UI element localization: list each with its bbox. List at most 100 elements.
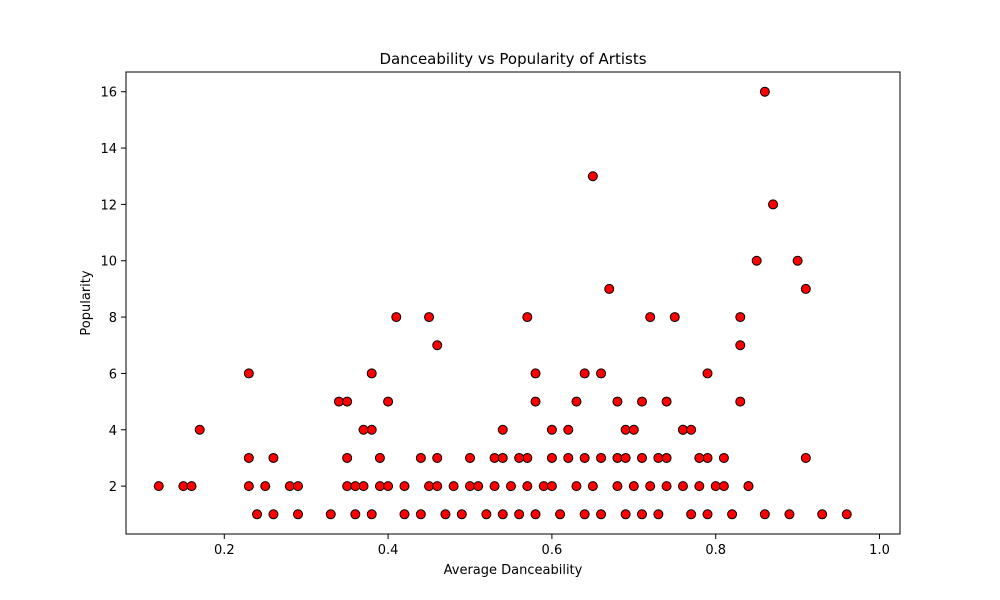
data-point [637,396,647,407]
data-point [702,509,713,520]
data-point [342,481,353,492]
data-point [677,424,688,435]
data-point [522,452,533,463]
y-tick-label: 10 [100,255,117,270]
data-point [661,481,672,492]
x-tick-label: 0.8 [705,543,726,558]
chart-title: Danceability vs Popularity of Artists [379,50,646,68]
data-point [587,171,598,182]
x-tick-label: 0.2 [214,543,235,558]
data-point [514,452,525,463]
data-point [530,396,541,407]
data-point [448,481,459,492]
x-tick-label: 0.6 [542,543,563,558]
data-point [243,368,254,379]
data-point [735,340,746,351]
data-point [628,424,639,435]
data-point [260,481,271,492]
data-point [686,509,697,520]
data-point [841,509,852,520]
data-point [538,481,549,492]
data-point [342,396,353,407]
y-tick-label: 2 [109,480,117,495]
data-point [366,509,377,520]
data-point [399,481,410,492]
data-point [399,509,410,520]
data-point [530,368,541,379]
data-point [432,452,443,463]
data-point [489,481,500,492]
data-point [522,312,533,323]
data-point [710,481,721,492]
data-point [268,509,279,520]
data-point [505,481,516,492]
data-point [694,452,705,463]
data-point [465,452,475,463]
data-point [497,509,508,520]
data-point [653,509,664,520]
data-point [735,396,746,407]
data-point [620,452,631,463]
data-point [465,481,475,492]
data-point [383,396,394,407]
plot-frame [125,71,901,535]
data-point [555,509,566,520]
data-point [768,199,779,210]
data-point [456,509,467,520]
data-point [358,481,369,492]
data-point [374,481,385,492]
data-point [546,452,557,463]
data-point [620,424,631,435]
data-point [800,283,811,294]
y-tick-label: 6 [109,367,117,382]
data-point [628,481,639,492]
data-point [514,509,525,520]
data-point [751,255,762,266]
data-point [800,452,811,463]
data-point [743,481,754,492]
data-point [612,452,623,463]
y-tick-label: 12 [100,198,117,213]
data-point [424,481,435,492]
data-point [661,396,672,407]
data-point [546,481,557,492]
data-point [784,509,795,520]
data-point [637,452,647,463]
data-point [333,396,344,407]
data-point [669,312,680,323]
data-point [374,452,385,463]
data-point [186,481,197,492]
data-point [424,312,435,323]
data-point [522,481,533,492]
data-point [358,424,369,435]
data-point [325,509,336,520]
data-point [366,424,377,435]
data-point [587,481,598,492]
x-axis-ticks: 0.2 0.4 0.6 0.8 1.0 [214,534,890,558]
x-axis-label: Average Danceability [444,563,583,578]
data-point [284,481,295,492]
data-point [759,86,770,97]
data-point [596,509,607,520]
y-tick-label: 14 [100,142,117,157]
data-point [645,481,656,492]
data-point [661,452,672,463]
data-point [440,509,451,520]
data-point [489,452,500,463]
data-point [702,452,713,463]
y-axis-label: Popularity [79,270,94,335]
data-point [579,452,590,463]
data-point [718,481,729,492]
data-point [178,481,189,492]
data-point [530,509,541,520]
data-point [432,481,443,492]
data-point [350,509,361,520]
data-point [571,481,582,492]
data-point [677,481,688,492]
data-point [579,368,590,379]
data-point [391,312,402,323]
data-point [759,509,770,520]
data-point [571,396,582,407]
data-point [563,452,574,463]
